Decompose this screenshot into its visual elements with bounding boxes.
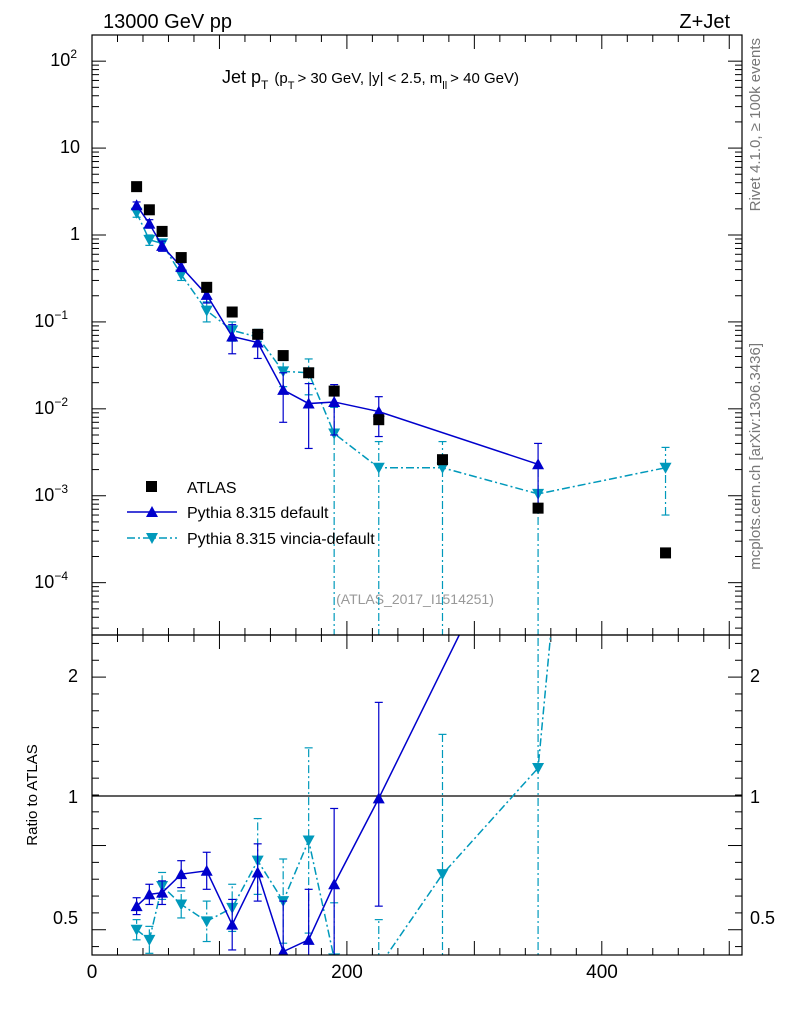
- legend-marker-vincia: [146, 533, 158, 544]
- y-tick-label-100: 102: [50, 47, 77, 70]
- default-point: [200, 288, 213, 300]
- main-axis-ticks: [91, 34, 742, 635]
- atlas-point: [277, 350, 289, 362]
- x-tick-label-400: 400: [586, 962, 618, 983]
- atlas-point: [436, 454, 448, 466]
- ratio-panel: 2 1 0.5 2 1 0.5 Ratio to ATLAS 0 200 400: [24, 635, 775, 983]
- ratio-default-point: [251, 866, 264, 878]
- ratio-y-tick-label-0.5: 0.5: [53, 908, 78, 928]
- legend-label-vincia: Pythia 8.315 vincia-default: [187, 531, 375, 548]
- default-point: [251, 336, 264, 348]
- y-tick-label-0.0001: 10−4: [34, 569, 68, 592]
- main-panel: 102 10 1 10−1 10−2 10−3 10−4 Jet pT (pT > …: [34, 34, 742, 635]
- vincia-point: [436, 462, 449, 474]
- ratio-vincia-point: [436, 869, 449, 881]
- y-tick-label-1: 1: [70, 224, 80, 244]
- ratio-default-point: [143, 888, 156, 900]
- legend: ATLAS Pythia 8.315 default Pythia 8.315 …: [127, 480, 375, 548]
- atlas-point: [175, 252, 187, 264]
- ratio-series-layer: [130, 635, 552, 973]
- atlas-point: [252, 328, 264, 340]
- atlas-point: [660, 547, 672, 559]
- atlas-point: [156, 225, 168, 237]
- ratio-y-tick-label-2-right: 2: [750, 666, 760, 686]
- main-y-tick-labels: 102 10 1 10−1 10−2 10−3 10−4: [34, 47, 80, 592]
- default-point: [130, 199, 143, 211]
- vincia-point: [200, 305, 213, 317]
- atlas-point: [201, 281, 213, 293]
- ratio-default-point: [302, 933, 315, 945]
- vincia-point: [277, 366, 290, 378]
- ratio-default-point: [226, 918, 239, 930]
- ratio-vincia-point: [373, 962, 385, 973]
- plot-title: Jet pT (pT > 30 GeV, |y| < 2.5, mll > 40 Ge…: [222, 67, 519, 92]
- main-series-layer: [130, 181, 672, 635]
- default-point: [532, 458, 545, 470]
- ratio-vincia-point: [130, 924, 143, 936]
- vincia-point: [659, 462, 672, 474]
- vincia-point: [372, 462, 385, 474]
- analysis-watermark: (ATLAS_2017_I1514251): [336, 591, 494, 607]
- default-point: [328, 395, 341, 407]
- ratio-vincia-point: [302, 835, 315, 847]
- legend-marker-default: [146, 506, 158, 517]
- ratio-default-point: [372, 792, 385, 804]
- ratio-axis-ticks: [91, 635, 742, 955]
- header-left: 13000 GeV pp: [103, 11, 232, 33]
- legend-label-atlas: ATLAS: [187, 480, 237, 497]
- default-point: [302, 397, 315, 409]
- vincia-line: [135, 212, 666, 495]
- legend-label-default: Pythia 8.315 default: [187, 505, 329, 522]
- default-line: [135, 204, 539, 466]
- y-tick-label-0.01: 10−2: [34, 395, 68, 418]
- atlas-point: [373, 414, 385, 426]
- x-tick-label-200: 200: [331, 962, 363, 983]
- ratio-vincia-point: [175, 899, 188, 911]
- default-point: [226, 330, 239, 342]
- vincia-point: [143, 234, 156, 246]
- y-tick-label-0.1: 10−1: [34, 308, 68, 331]
- vincia-point: [175, 269, 188, 281]
- ratio-vincia-point: [143, 934, 156, 946]
- default-point: [143, 217, 156, 229]
- header-right: Z+Jet: [679, 11, 730, 33]
- ratio-default-point: [278, 945, 289, 955]
- ratio-default-point: [130, 900, 143, 912]
- ratio-default-point: [200, 864, 213, 876]
- default-point: [175, 260, 188, 272]
- atlas-point: [143, 204, 155, 216]
- default-point: [372, 405, 385, 417]
- y-tick-label-0.001: 10−3: [34, 482, 68, 505]
- legend-marker-atlas: [146, 481, 157, 492]
- ratio-vincia-point: [532, 763, 545, 775]
- x-tick-label-0: 0: [87, 962, 98, 983]
- ratio-y-tick-label-1-right: 1: [750, 787, 760, 807]
- ratio-vincia-point: [200, 916, 213, 928]
- ratio-default-point: [156, 886, 169, 898]
- atlas-point: [532, 502, 544, 514]
- ratio-y-tick-label-0.5-right: 0.5: [750, 908, 775, 928]
- ratio-default-point: [175, 868, 188, 880]
- rivet-label: Rivet 4.1.0, ≥ 100k events: [747, 38, 764, 211]
- ratio-y-tick-label-1: 1: [68, 787, 78, 807]
- ratio-default-point: [328, 878, 341, 890]
- ratio-y-tick-label-2: 2: [68, 666, 78, 686]
- atlas-point: [226, 306, 238, 318]
- ratio-y-axis-label: Ratio to ATLAS: [24, 744, 41, 845]
- y-tick-label-10: 10: [60, 137, 80, 157]
- atlas-point: [303, 367, 315, 379]
- atlas-point: [328, 385, 340, 397]
- default-point: [277, 383, 290, 395]
- mcplots-label: mcplots.cern.ch [arXiv:1306.3436]: [747, 343, 764, 570]
- ratio-frame: [91, 634, 743, 956]
- atlas-point: [131, 181, 143, 193]
- default-point: [156, 239, 169, 251]
